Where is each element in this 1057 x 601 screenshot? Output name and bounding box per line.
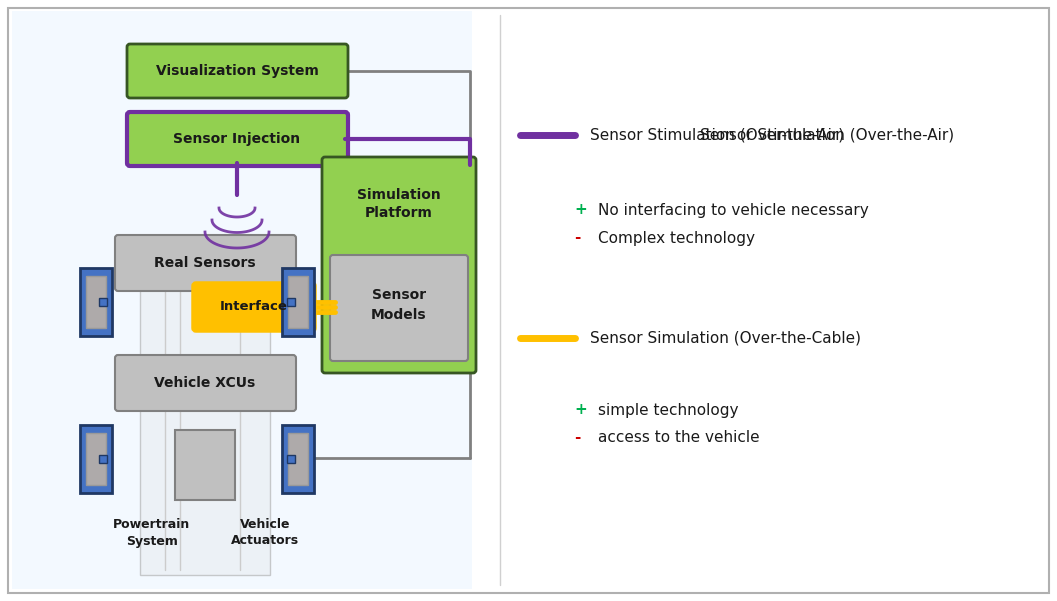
FancyBboxPatch shape [115, 355, 296, 411]
Text: -: - [575, 231, 587, 245]
Bar [80, 425, 112, 493]
Bar [140, 260, 270, 575]
Text: access to the vehicle: access to the vehicle [598, 430, 760, 445]
Bar [288, 433, 308, 485]
Text: Sensor Simulation (Over-the-Cable): Sensor Simulation (Over-the-Cable) [590, 331, 861, 346]
Text: System: System [126, 534, 178, 548]
Text: Sensor Stimulation (Over-the-Air): Sensor Stimulation (Over-the-Air) [590, 127, 845, 142]
Text: -: - [575, 430, 587, 445]
Bar [282, 268, 314, 336]
FancyBboxPatch shape [127, 112, 348, 166]
Bar [288, 298, 295, 306]
Bar [99, 455, 107, 463]
Bar [288, 276, 308, 328]
Bar [282, 425, 314, 493]
Text: +: + [575, 403, 593, 418]
FancyBboxPatch shape [322, 157, 476, 373]
Text: Models: Models [371, 308, 427, 322]
Text: Simulation: Simulation [357, 188, 441, 202]
Text: Actuators: Actuators [230, 534, 299, 548]
Bar [288, 455, 295, 463]
FancyBboxPatch shape [330, 255, 468, 361]
Text: Sensor: Sensor [372, 288, 426, 302]
FancyBboxPatch shape [193, 283, 315, 331]
Text: Interface: Interface [220, 300, 288, 314]
Text: +: + [575, 203, 593, 218]
Text: Vehicle XCUs: Vehicle XCUs [154, 376, 256, 390]
Text: No interfacing to vehicle necessary: No interfacing to vehicle necessary [598, 203, 869, 218]
FancyBboxPatch shape [115, 235, 296, 291]
Bar [175, 430, 235, 500]
Bar [99, 298, 107, 306]
Text: Visualization System: Visualization System [155, 64, 318, 78]
Bar [86, 276, 106, 328]
Text: Powertrain: Powertrain [113, 519, 190, 531]
Text: Platform: Platform [365, 206, 433, 220]
Bar [80, 268, 112, 336]
Text: Sensor Injection: Sensor Injection [173, 132, 300, 146]
FancyBboxPatch shape [127, 44, 348, 98]
Text: Complex technology: Complex technology [598, 231, 755, 245]
Text: Sensor Stimulation (Over-the-Air): Sensor Stimulation (Over-the-Air) [700, 127, 954, 142]
Bar [86, 433, 106, 485]
Bar [12, 11, 472, 589]
Text: simple technology: simple technology [598, 403, 739, 418]
Text: Real Sensors: Real Sensors [154, 256, 256, 270]
Text: Vehicle: Vehicle [240, 519, 291, 531]
FancyBboxPatch shape [8, 8, 1049, 593]
